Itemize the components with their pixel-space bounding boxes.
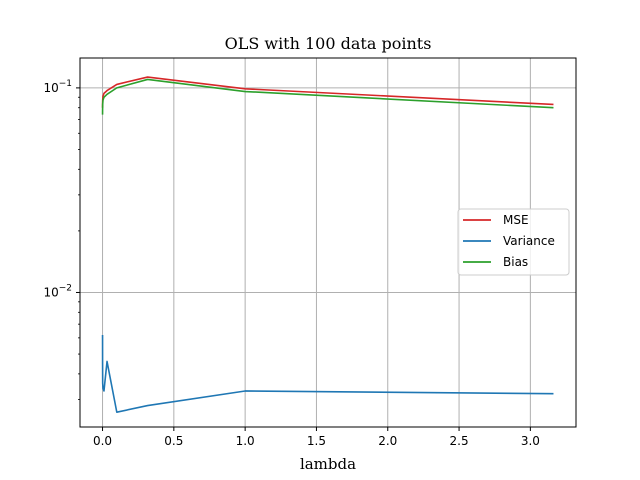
x-tick-label: 0.5 (164, 434, 183, 448)
series-lines (101, 76, 554, 413)
plot-frame (79, 57, 577, 428)
legend-label-mse: MSE (503, 213, 529, 227)
x-tick-label: 2.0 (378, 434, 397, 448)
x-axis-label: lambda (300, 455, 356, 473)
legend: MSE Variance Bias (457, 208, 570, 276)
series-line-variance (101, 334, 554, 413)
legend-label-variance: Variance (503, 234, 555, 248)
x-tick-label: 0.0 (93, 434, 112, 448)
legend-label-bias: Bias (503, 255, 528, 269)
x-tick-label: 1.0 (236, 434, 255, 448)
legend-box (457, 208, 570, 276)
x-axis: 0.0 0.5 1.0 1.5 2.0 2.5 3.0 (93, 427, 540, 448)
x-tick-label: 3.0 (521, 434, 540, 448)
x-tick-label: 1.5 (307, 434, 326, 448)
y-axis: 10−2 10−1 (43, 79, 80, 400)
x-tick-label: 2.5 (450, 434, 469, 448)
series-line-bias (101, 78, 554, 115)
chart-title: OLS with 100 data points (225, 34, 432, 53)
y-tick-label: 10−1 (43, 79, 72, 95)
y-tick-label: 10−2 (43, 283, 72, 299)
